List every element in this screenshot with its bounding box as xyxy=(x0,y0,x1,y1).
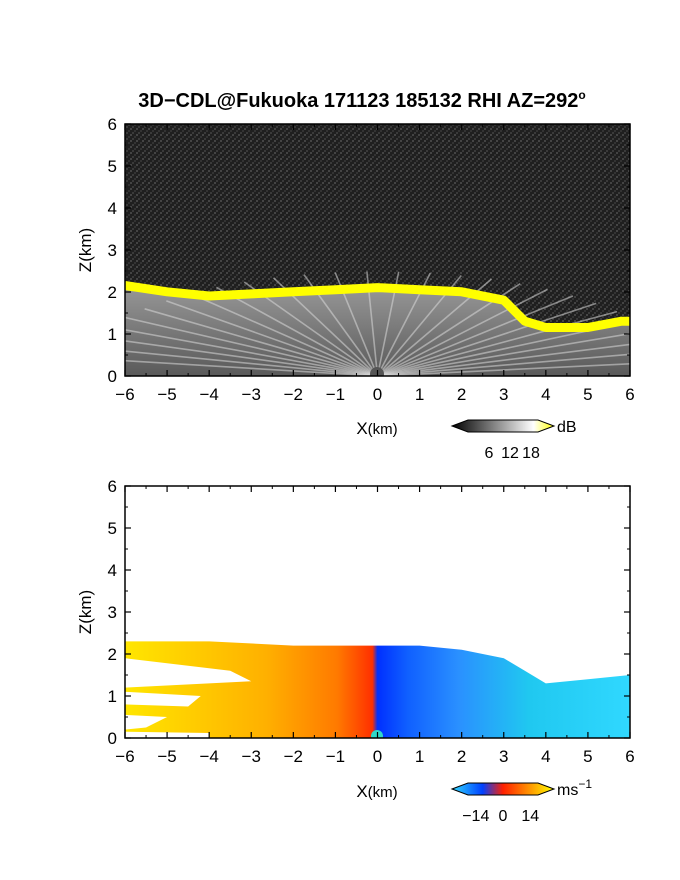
x-tick-label: −3 xyxy=(242,385,261,404)
beam xyxy=(377,332,630,376)
x-tick-label: −2 xyxy=(284,385,303,404)
top-x-label: X(km) xyxy=(356,419,397,438)
y-tick-label: 2 xyxy=(108,283,117,302)
top-colorbar-bar xyxy=(450,419,556,433)
y-tick-label: 5 xyxy=(108,519,117,538)
x-tick-label: 2 xyxy=(457,385,466,404)
chart-title: 3D−CDL@Fukuoka 171123 185132 RHI AZ=292o xyxy=(138,88,585,112)
velocity-field xyxy=(125,641,630,738)
data-gaps xyxy=(125,658,252,738)
top-axes: −6 −5 −4 −3 −2 −1 0 1 2 3 4 5 6 0 1 2 3 4 5 6 xyxy=(108,115,635,404)
x-tick-label: −6 xyxy=(115,747,134,766)
y-tick-label: 1 xyxy=(108,325,117,344)
bottom-colorbar-unit: ms−1 xyxy=(557,777,592,799)
x-tick-label: −1 xyxy=(326,385,345,404)
colorbar-tick-label: 18 xyxy=(522,445,540,462)
bottom-x-label: X(km) xyxy=(356,782,397,801)
x-tick-label: −5 xyxy=(157,385,176,404)
beam xyxy=(125,329,378,376)
x-tick-label: 1 xyxy=(415,747,424,766)
beam xyxy=(125,316,378,376)
top-colorbar-ticks: 6 12 18 xyxy=(485,445,540,462)
bottom-colorbar-bar xyxy=(450,782,556,796)
bottom-plot-area xyxy=(125,641,630,738)
x-tick-label: −5 xyxy=(157,747,176,766)
colorbar-tick-label: 12 xyxy=(501,445,519,462)
x-tick-label: 3 xyxy=(499,385,508,404)
beam xyxy=(377,288,548,376)
y-tick-label: 6 xyxy=(108,477,117,496)
beam xyxy=(216,286,378,376)
colorbar-tick-label: −14 xyxy=(462,808,489,825)
x-tick-label: −6 xyxy=(115,385,134,404)
y-tick-label: 6 xyxy=(108,115,117,134)
top-plot-area xyxy=(125,124,630,376)
x-tick-label: −4 xyxy=(199,747,218,766)
colorbar-tick-label: 0 xyxy=(499,808,508,825)
x-tick-label: 6 xyxy=(625,385,634,404)
top-colorbar-unit: dB xyxy=(557,419,577,436)
bottom-axes: −6 −5 −4 −3 −2 −1 0 1 2 3 4 5 6 0 1 2 3 4 5 6 xyxy=(108,477,635,766)
x-tick-label: −3 xyxy=(242,747,261,766)
beam xyxy=(125,340,378,376)
x-tick-label: 5 xyxy=(583,747,592,766)
bottom-colorbar: ms−1 −14 0 14 xyxy=(450,777,592,825)
bottom-y-label: Z(km) xyxy=(76,590,95,634)
colorbar-tick-label: 6 xyxy=(485,445,494,462)
colorbar-tick-label: 14 xyxy=(521,808,539,825)
top-y-label: Z(km) xyxy=(76,228,95,272)
x-tick-label: 5 xyxy=(583,385,592,404)
x-tick-label: 0 xyxy=(373,385,382,404)
x-tick-label: −4 xyxy=(199,385,218,404)
beam xyxy=(377,295,574,376)
x-tick-label: 4 xyxy=(541,747,550,766)
beam xyxy=(243,281,378,376)
bottom-colorbar-ticks: −14 0 14 xyxy=(462,808,539,825)
x-tick-label: −1 xyxy=(326,747,345,766)
y-tick-label: 4 xyxy=(108,561,117,580)
beam xyxy=(125,350,378,376)
y-tick-label: 4 xyxy=(108,199,117,218)
beam xyxy=(190,292,378,376)
x-tick-label: 0 xyxy=(373,747,382,766)
radial-beams xyxy=(125,271,630,376)
top-colorbar: dB 6 12 18 xyxy=(450,419,577,462)
x-tick-label: 4 xyxy=(541,385,550,404)
beam xyxy=(125,359,378,376)
beam xyxy=(144,308,378,376)
y-tick-label: 0 xyxy=(108,367,117,386)
y-tick-label: 2 xyxy=(108,645,117,664)
beam xyxy=(166,300,378,376)
y-tick-label: 5 xyxy=(108,157,117,176)
beam xyxy=(377,343,630,376)
beam xyxy=(377,310,618,376)
x-tick-label: 2 xyxy=(457,747,466,766)
high-snr-band xyxy=(125,281,630,332)
x-tick-label: −2 xyxy=(284,747,303,766)
x-tick-label: 1 xyxy=(415,385,424,404)
y-tick-label: 3 xyxy=(108,603,117,622)
x-tick-label: 3 xyxy=(499,747,508,766)
beam xyxy=(377,302,597,376)
y-tick-label: 0 xyxy=(108,729,117,748)
y-tick-label: 1 xyxy=(108,687,117,706)
beam xyxy=(377,363,630,376)
x-tick-label: 6 xyxy=(625,747,634,766)
y-tick-label: 3 xyxy=(108,241,117,260)
beam xyxy=(377,353,630,376)
